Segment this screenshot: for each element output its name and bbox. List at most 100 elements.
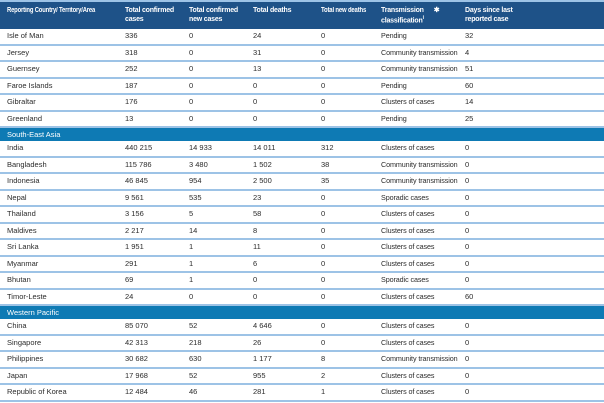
total-confirmed-cell: 24	[124, 288, 188, 306]
new-cases-cell: 0	[188, 288, 252, 306]
days-since-cell: 0	[464, 384, 604, 402]
country-cell: Myanmar	[0, 255, 124, 273]
total-confirmed-cell: 85 070	[124, 319, 188, 336]
classification-cell: Clusters of cases	[380, 141, 464, 158]
country-cell: Bangladesh	[0, 156, 124, 174]
total-confirmed-cell: 30 682	[124, 351, 188, 369]
total-confirmed-cell: 12 484	[124, 384, 188, 402]
new-cases-cell: 630	[188, 351, 252, 369]
new-deaths-cell: 0	[320, 206, 380, 224]
new-cases-cell: 3 480	[188, 156, 252, 174]
country-cell: Isle of Man	[0, 29, 124, 46]
new-deaths-cell: 0	[320, 61, 380, 79]
total-confirmed-cell: 17 968	[124, 367, 188, 385]
new-deaths-cell: 0	[320, 189, 380, 207]
total-deaths-cell: 1 502	[252, 156, 320, 174]
country-cell: Nepal	[0, 189, 124, 207]
total-confirmed-cell: 46 845	[124, 173, 188, 191]
table-row: Japan 17 968 52 955 2 Clusters of cases 0	[0, 367, 604, 385]
total-confirmed-cell: 9 561	[124, 189, 188, 207]
new-deaths-cell: 0	[320, 319, 380, 336]
region-section-header: South-East Asia	[0, 127, 604, 141]
days-since-cell: 0	[464, 255, 604, 273]
total-confirmed-cell: 440 215	[124, 141, 188, 158]
total-deaths-cell: 0	[252, 288, 320, 306]
classification-cell: Community transmission	[380, 351, 464, 369]
col-header-classification: Transmission ✱ classificationi	[380, 1, 464, 29]
new-deaths-cell: 8	[320, 351, 380, 369]
classification-cell: Clusters of cases	[380, 94, 464, 112]
total-deaths-cell: 4 646	[252, 319, 320, 336]
new-cases-cell: 14	[188, 222, 252, 240]
total-deaths-cell: 955	[252, 367, 320, 385]
total-deaths-cell: 13	[252, 61, 320, 79]
new-deaths-cell: 0	[320, 77, 380, 95]
region-band: South-East Asia	[0, 127, 604, 141]
classification-cell: Pending	[380, 110, 464, 128]
days-since-cell: 0	[464, 272, 604, 290]
new-deaths-cell: 2	[320, 367, 380, 385]
country-cell: Japan	[0, 367, 124, 385]
days-since-cell: 25	[464, 110, 604, 128]
new-cases-cell: 0	[188, 29, 252, 46]
new-cases-cell: 14 933	[188, 141, 252, 158]
country-cell: India	[0, 141, 124, 158]
col-header-days-since-label: Days since last reported case	[465, 7, 513, 24]
classification-cell: Clusters of cases	[380, 222, 464, 240]
new-cases-cell: 0	[188, 77, 252, 95]
new-cases-cell: 52	[188, 319, 252, 336]
new-deaths-cell: 0	[320, 29, 380, 46]
table-row: India 440 215 14 933 14 011 312 Clusters of c…	[0, 141, 604, 158]
new-deaths-cell: 0	[320, 110, 380, 128]
col-header-total-deaths: Total deaths	[252, 1, 320, 29]
classification-cell: Community transmission	[380, 44, 464, 62]
classification-cell: Pending	[380, 29, 464, 46]
total-confirmed-cell: 252	[124, 61, 188, 79]
days-since-cell: 60	[464, 77, 604, 95]
total-deaths-cell: 6	[252, 255, 320, 273]
new-deaths-cell: 0	[320, 44, 380, 62]
new-cases-cell: 52	[188, 367, 252, 385]
new-deaths-cell: 0	[320, 239, 380, 257]
table-row: Faroe Islands 187 0 0 0 Pending 60	[0, 77, 604, 95]
days-since-cell: 0	[464, 156, 604, 174]
classification-cell: Community transmission	[380, 173, 464, 191]
classification-cell: Sporadic cases	[380, 272, 464, 290]
col-header-new-deaths-label: Total new deaths	[321, 7, 367, 14]
table-body: Isle of Man 336 0 24 0 Pending 32 Jersey 318 0 31…	[0, 29, 604, 402]
new-cases-cell: 1	[188, 272, 252, 290]
days-since-cell: 14	[464, 94, 604, 112]
days-since-cell: 0	[464, 222, 604, 240]
total-confirmed-cell: 336	[124, 29, 188, 46]
new-cases-cell: 1	[188, 255, 252, 273]
table-row: Nepal 9 561 535 23 0 Sporadic cases 0	[0, 189, 604, 207]
table-row: China 85 070 52 4 646 0 Clusters of cases 0	[0, 319, 604, 336]
total-deaths-cell: 281	[252, 384, 320, 402]
total-confirmed-cell: 176	[124, 94, 188, 112]
total-deaths-cell: 2 500	[252, 173, 320, 191]
classification-cell: Clusters of cases	[380, 334, 464, 352]
total-deaths-cell: 31	[252, 44, 320, 62]
total-deaths-cell: 58	[252, 206, 320, 224]
new-deaths-cell: 38	[320, 156, 380, 174]
total-deaths-cell: 23	[252, 189, 320, 207]
table-row: Jersey 318 0 31 0 Community transmission 4	[0, 44, 604, 62]
table-row: Philippines 30 682 630 1 177 8 Community tran…	[0, 351, 604, 369]
days-since-cell: 0	[464, 206, 604, 224]
total-deaths-cell: 0	[252, 110, 320, 128]
country-cell: Greenland	[0, 110, 124, 128]
table-row: Republic of Korea 12 484 46 281 1 Clusters of…	[0, 384, 604, 402]
total-deaths-cell: 11	[252, 239, 320, 257]
total-deaths-cell: 1 177	[252, 351, 320, 369]
country-cell: Maldives	[0, 222, 124, 240]
days-since-cell: 0	[464, 334, 604, 352]
col-header-new-cases: Total confirmed new cases	[188, 1, 252, 29]
table-row: Sri Lanka 1 951 1 11 0 Clusters of cases 0	[0, 239, 604, 257]
table-header: Reporting Country/ Territory/Area Total …	[0, 1, 604, 29]
classification-cell: Clusters of cases	[380, 367, 464, 385]
total-deaths-cell: 0	[252, 77, 320, 95]
country-cell: Jersey	[0, 44, 124, 62]
table-row: Thailand 3 156 5 58 0 Clusters of cases 0	[0, 206, 604, 224]
header-row: Reporting Country/ Territory/Area Total …	[0, 1, 604, 29]
classification-label-line2: classification	[381, 17, 423, 25]
